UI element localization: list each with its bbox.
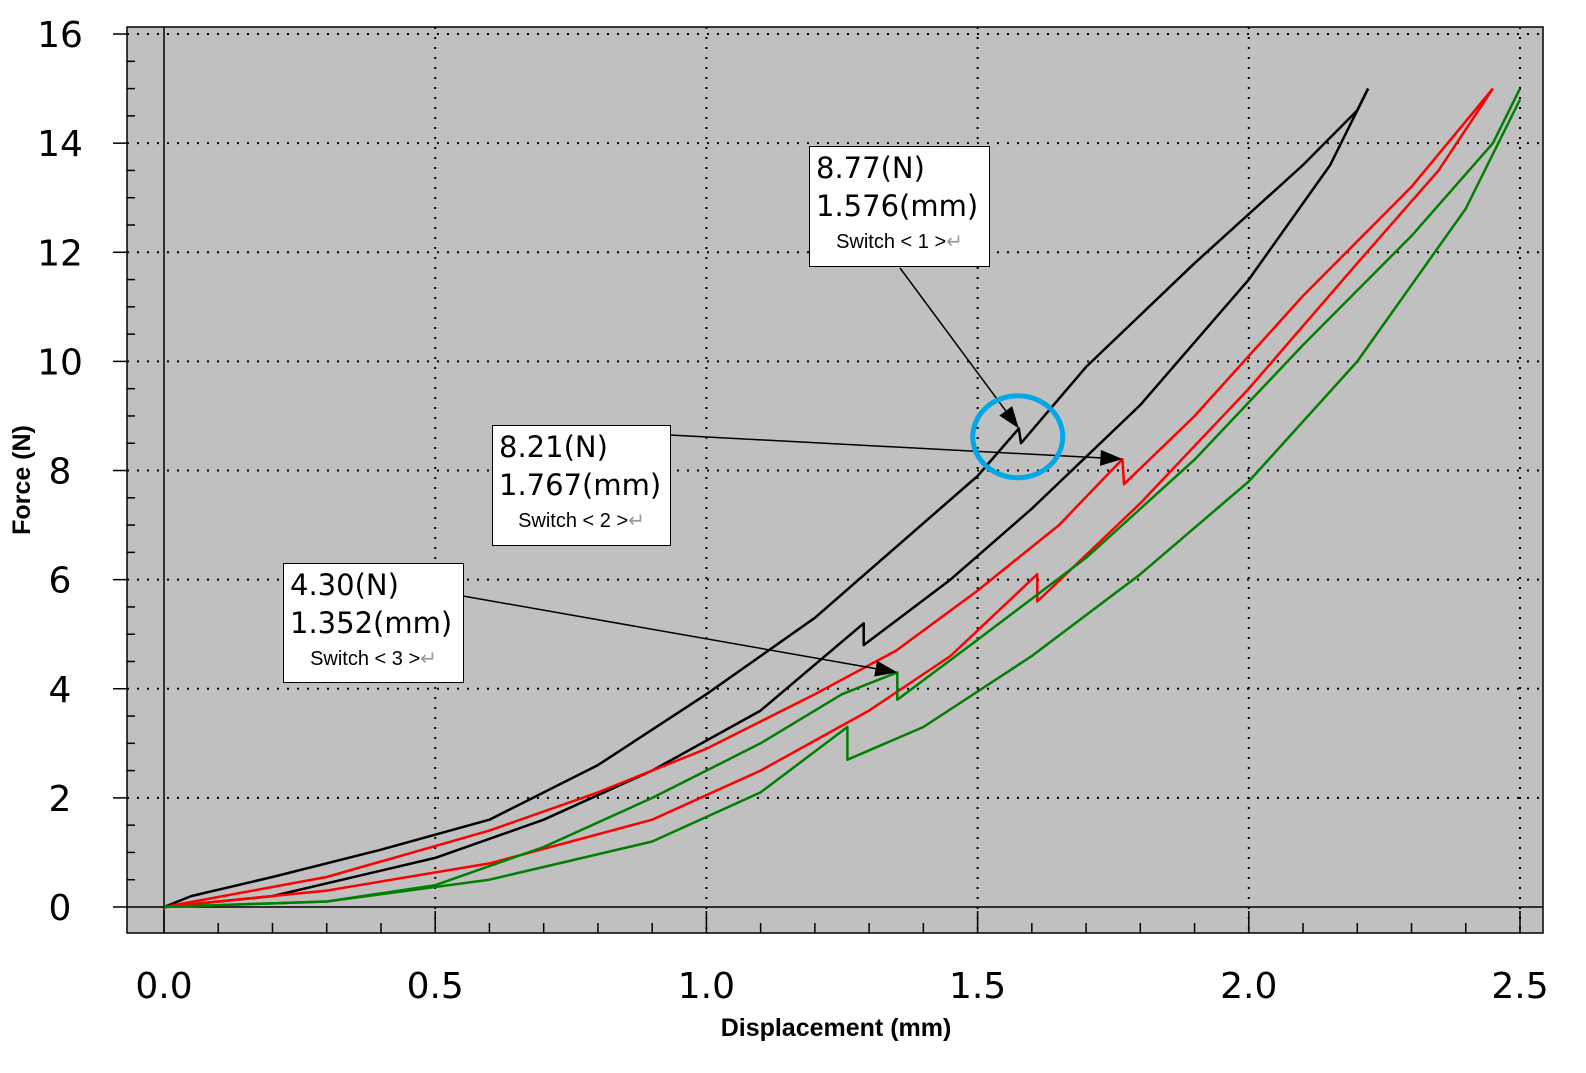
return-icon: ↵ bbox=[946, 231, 963, 253]
annotation-leader-line bbox=[669, 434, 1101, 459]
x-tick-label: 1.0 bbox=[678, 966, 735, 1007]
x-axis-label: Displacement (mm) bbox=[721, 1014, 952, 1042]
annotation-displacement: 1.767(mm) bbox=[499, 468, 662, 502]
series-line-lower bbox=[163, 88, 1370, 909]
arrowhead-icon bbox=[999, 406, 1019, 429]
x-tick-label: 2.0 bbox=[1220, 966, 1277, 1007]
annotation-switch-3: 4.30(N) 1.352(mm) Switch < 3 >↵ bbox=[283, 563, 464, 683]
x-tick-label: 0.0 bbox=[135, 966, 192, 1007]
y-tick-label: 2 bbox=[49, 779, 72, 820]
x-tick-label: 0.5 bbox=[407, 966, 464, 1007]
annotation-leader-line bbox=[462, 595, 876, 670]
series-line-upper bbox=[163, 88, 1522, 909]
annotation-label: Switch < 3 > bbox=[310, 648, 421, 670]
annotation-leader-line bbox=[899, 267, 1007, 412]
x-tick-label: 1.5 bbox=[949, 966, 1006, 1007]
annotation-force: 8.21(N) bbox=[499, 430, 608, 464]
annotation-switch-1: 8.77(N) 1.576(mm) Switch < 1 >↵ bbox=[809, 146, 990, 267]
annotation-label: Switch < 1 > bbox=[836, 231, 947, 253]
series-line-upper bbox=[163, 88, 1370, 909]
x-tick-label: 2.5 bbox=[1491, 966, 1548, 1007]
highlight-circle bbox=[970, 393, 1066, 481]
arrowhead-icon bbox=[1100, 449, 1123, 466]
y-tick-label: 6 bbox=[49, 561, 72, 602]
y-tick-label: 8 bbox=[49, 452, 72, 493]
y-tick-label: 14 bbox=[37, 124, 83, 165]
series-line-lower bbox=[163, 98, 1522, 909]
annotation-label: Switch < 2 > bbox=[518, 510, 629, 532]
annotation-switch-2: 8.21(N) 1.767(mm) Switch < 2 >↵ bbox=[492, 425, 671, 546]
y-tick-label: 4 bbox=[49, 670, 72, 711]
annotation-force: 8.77(N) bbox=[816, 151, 925, 185]
annotation-force: 4.30(N) bbox=[290, 568, 399, 602]
return-icon: ↵ bbox=[628, 510, 645, 532]
annotation-displacement: 1.352(mm) bbox=[290, 606, 453, 640]
arrowhead-icon bbox=[874, 660, 898, 677]
return-icon: ↵ bbox=[420, 648, 437, 670]
annotation-displacement: 1.576(mm) bbox=[816, 189, 979, 223]
series-line-upper bbox=[163, 87, 1494, 909]
y-axis-label: Force (N) bbox=[8, 425, 36, 535]
y-tick-label: 16 bbox=[37, 15, 83, 56]
y-tick-label: 0 bbox=[49, 888, 72, 929]
y-tick-label: 12 bbox=[37, 233, 83, 274]
y-tick-label: 10 bbox=[37, 342, 83, 383]
